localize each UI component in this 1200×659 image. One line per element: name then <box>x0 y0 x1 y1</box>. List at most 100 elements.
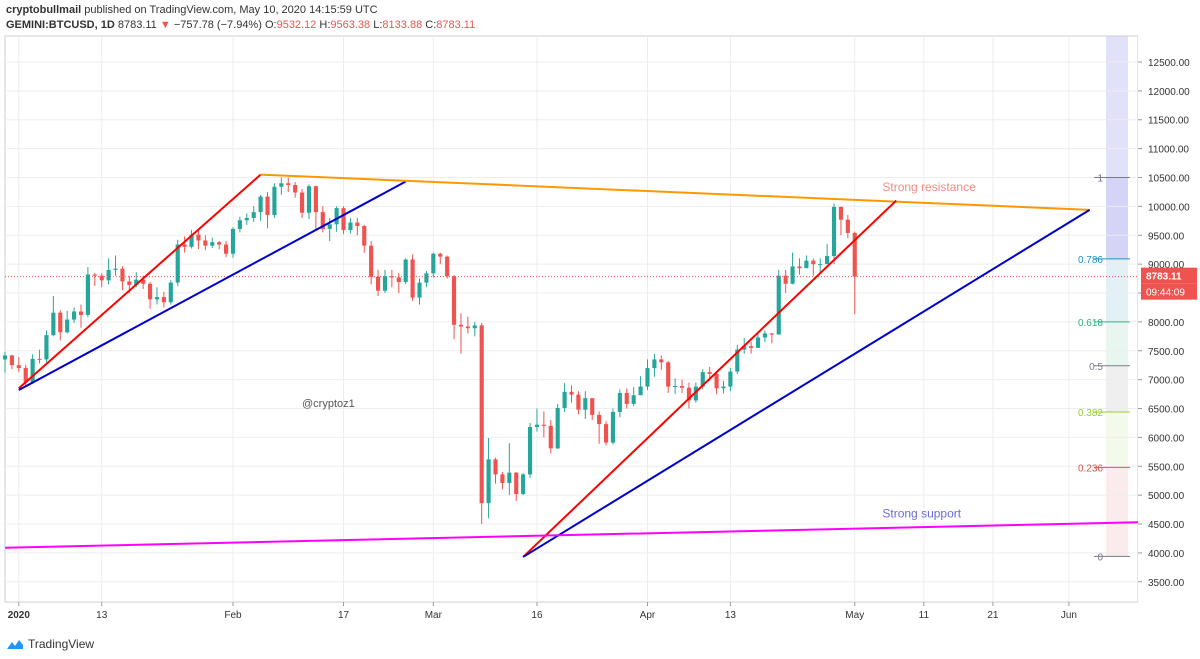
candle-body <box>831 206 837 257</box>
candle-body <box>396 277 401 283</box>
candle-body <box>237 220 242 229</box>
author-name[interactable]: cryptobullmail <box>6 4 82 16</box>
candle-body <box>410 259 415 298</box>
candle-body <box>348 222 353 231</box>
down-triangle-icon: ▼ <box>159 19 171 31</box>
candle-body <box>659 359 664 363</box>
candle-body <box>631 395 636 404</box>
y-tick-label: 5500.00 <box>1148 462 1185 473</box>
candle-body <box>603 424 609 443</box>
candle-body <box>286 183 291 186</box>
candle-body <box>327 224 332 229</box>
y-tick-label: 10000.00 <box>1148 202 1190 213</box>
candle-body <box>265 196 270 216</box>
fib-level-label: 0.382 <box>1078 408 1103 419</box>
candle-body <box>569 391 574 395</box>
candle-body <box>92 274 97 276</box>
y-tick-label: 11000.00 <box>1148 145 1189 156</box>
candle-body <box>51 312 56 336</box>
x-tick-label: 2020 <box>8 610 31 621</box>
candle-body <box>65 319 70 333</box>
candle-body <box>797 266 802 269</box>
candle-body <box>134 279 139 285</box>
x-tick-label: May <box>845 610 864 621</box>
brand-name: TradingView <box>28 637 95 651</box>
tradingview-logo-icon <box>7 640 23 649</box>
symbol-label: GEMINI:BTCUSD, 1D <box>6 19 115 31</box>
fib-band <box>1106 411 1128 468</box>
y-tick-label: 12000.00 <box>1148 87 1190 98</box>
candle-body <box>279 183 284 187</box>
fib-level-label: 0.5 <box>1089 362 1103 373</box>
close-value: 8783.11 <box>436 19 476 31</box>
candle-body <box>341 208 346 231</box>
candle-body <box>417 282 422 298</box>
x-tick-label: Apr <box>640 610 656 621</box>
candle-body <box>334 208 339 225</box>
candle-body <box>272 186 277 216</box>
candle-body <box>583 398 588 410</box>
y-tick-label: 4500.00 <box>1148 520 1185 531</box>
fib-level-label: 0 <box>1097 552 1103 563</box>
x-tick-label: 16 <box>531 610 543 621</box>
candle-body <box>99 275 104 281</box>
candle-body <box>210 242 215 246</box>
candle-body <box>458 324 464 327</box>
open-value: 9532.12 <box>276 19 317 31</box>
change-value: −757.78 (−7.94%) <box>173 19 262 31</box>
candle-body <box>445 256 450 277</box>
high-label: H: <box>319 19 331 31</box>
candle-body <box>852 232 857 277</box>
candle-body <box>30 358 35 383</box>
candle-body <box>527 427 533 475</box>
candle-body <box>23 368 28 383</box>
candle-body <box>486 459 491 504</box>
candle-body <box>9 355 14 366</box>
candle-body <box>735 349 740 372</box>
x-tick-label: Jun <box>1061 610 1077 621</box>
candle-body <box>500 474 505 484</box>
candle-body <box>369 245 374 277</box>
price-tag-bg <box>1141 267 1197 284</box>
x-tick-label: 17 <box>338 610 350 621</box>
fib-level-label: 1 <box>1097 174 1103 185</box>
candle-body <box>769 333 774 335</box>
candle-body <box>514 472 519 494</box>
y-tick-label: 3500.00 <box>1148 578 1185 589</box>
ohlc-line: GEMINI:BTCUSD, 1D 8783.11 ▼ −757.78 (−7.… <box>6 19 475 31</box>
candle-body <box>320 212 325 229</box>
trendline-magenta <box>4 521 1139 549</box>
low-value: 8133.88 <box>382 19 423 31</box>
candle-body <box>472 325 477 329</box>
brand-footer[interactable]: TradingView <box>6 637 94 651</box>
candle-body <box>148 283 153 300</box>
candle-body <box>106 269 111 281</box>
open-label: O: <box>264 19 277 31</box>
candle-body <box>700 372 705 387</box>
candle-body <box>521 474 526 494</box>
price-axis-panel <box>1138 36 1200 602</box>
y-tick-label: 7000.00 <box>1148 376 1185 387</box>
fib-band <box>1106 365 1128 412</box>
countdown-text: 09:44:09 <box>1146 288 1185 299</box>
candle-body <box>762 333 768 338</box>
x-tick-label: 13 <box>725 610 737 621</box>
candle-body <box>507 472 512 484</box>
candle-body <box>652 359 657 369</box>
candle-body <box>541 424 546 426</box>
candle-body <box>749 346 754 348</box>
candle-body <box>673 385 678 387</box>
candle-body <box>838 206 844 220</box>
candle-body <box>548 425 553 449</box>
candle-body <box>251 212 256 218</box>
candle-body <box>693 386 698 401</box>
candle-body <box>742 346 747 350</box>
candle-body <box>811 260 816 265</box>
trendline-red <box>18 173 262 390</box>
candle-body <box>597 414 602 425</box>
candle-body <box>37 358 42 360</box>
fib-band <box>1106 467 1128 557</box>
y-tick-label: 8000.00 <box>1148 318 1185 329</box>
